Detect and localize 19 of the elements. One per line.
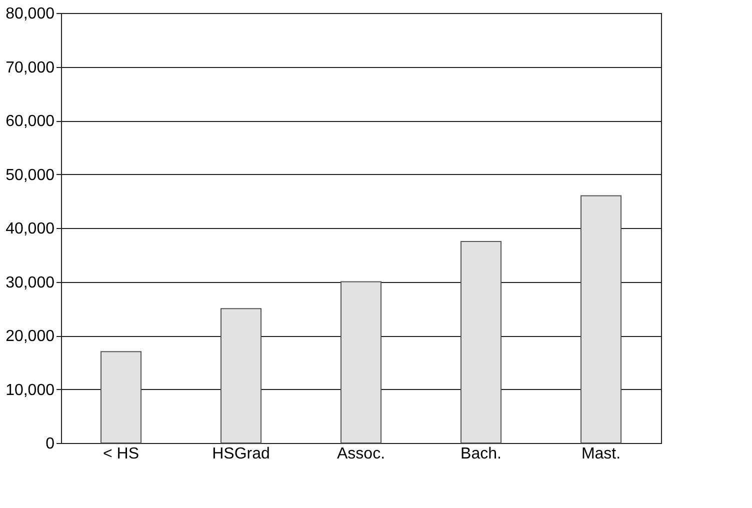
x-tick-label: Mast. (581, 446, 621, 462)
y-tick-label: 80,000 (6, 6, 55, 22)
y-tick-label: 50,000 (6, 166, 55, 184)
y-tick-label: 10,000 (6, 382, 55, 399)
x-tick-label: HSGrad (212, 446, 270, 462)
bar (340, 281, 382, 444)
x-tick-label: Assoc. (336, 446, 386, 462)
y-tick-label: 30,000 (6, 274, 55, 292)
x-tick-label: < HS (102, 446, 140, 462)
y-tick-label: 40,000 (6, 220, 55, 238)
y-tick-label: 20,000 (6, 328, 55, 345)
y-tick-label: 70,000 (6, 59, 55, 76)
y-tick-label: 0 (46, 436, 55, 452)
bar (220, 308, 262, 444)
bar (460, 240, 502, 444)
x-tick-label: Bach. (460, 446, 502, 462)
bar (580, 195, 622, 444)
bar (100, 351, 142, 444)
y-tick-label: 60,000 (6, 113, 55, 130)
